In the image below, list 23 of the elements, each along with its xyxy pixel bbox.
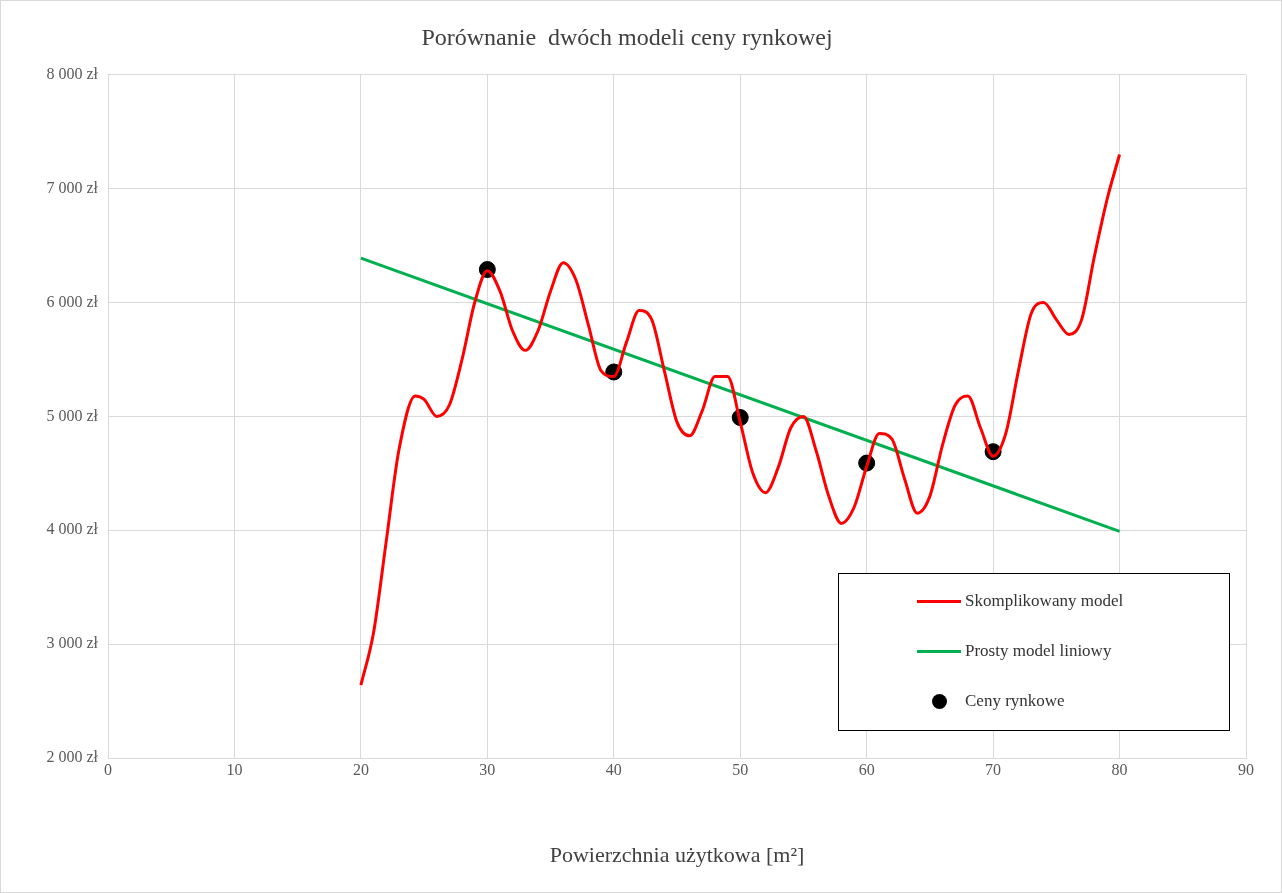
y-tick-label: 4 000 zł	[46, 520, 99, 538]
x-tick-label: 40	[605, 760, 622, 778]
x-tick-label: 90	[1238, 760, 1254, 778]
y-tick-label: 2 000 zł	[46, 748, 99, 766]
x-tick-label: 50	[732, 760, 749, 778]
y-tick-label: 8 000 zł	[46, 65, 99, 82]
y-tick-label: 6 000 zł	[46, 292, 99, 310]
legend-label: Skomplikowany model	[965, 591, 1124, 611]
y-tick-label: 7 000 zł	[46, 178, 99, 196]
legend-label: Prosty model liniowy	[965, 641, 1112, 661]
y-tick-label: 3 000 zł	[46, 634, 99, 652]
x-tick-label: 80	[1111, 760, 1128, 778]
line-series	[359, 153, 1122, 687]
x-tick-label: 30	[479, 760, 496, 778]
x-tick-label: 60	[858, 760, 875, 778]
chart-title: Porównanie dwóch modeli ceny rynkowej	[421, 23, 833, 50]
x-tick-label: 10	[226, 760, 243, 778]
x-tick-label: 0	[104, 760, 112, 778]
x-tick-label: 20	[352, 760, 369, 778]
legend-label: Ceny rynkowe	[965, 691, 1065, 711]
y-tick-label: 5 000 zł	[46, 406, 99, 424]
x-axis-title: Powierzchnia użytkowa [m²]	[549, 841, 805, 867]
x-tick-label: 70	[985, 760, 1002, 778]
